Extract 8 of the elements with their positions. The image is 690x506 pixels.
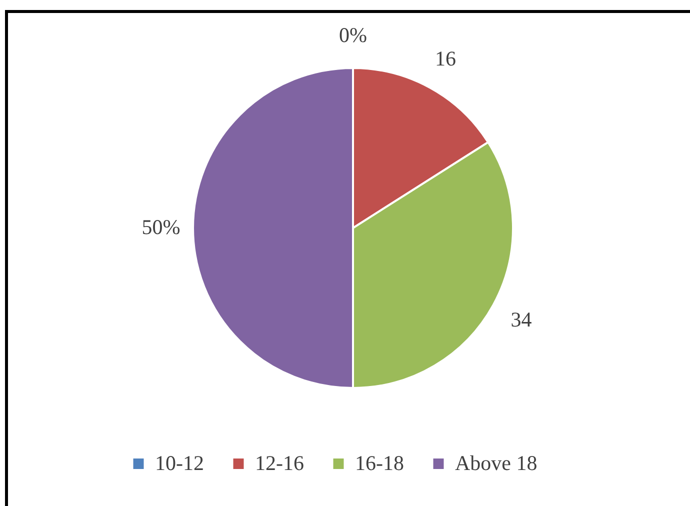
data-label: 34 xyxy=(510,307,532,332)
legend-label: 10-12 xyxy=(155,450,204,475)
text: 0% xyxy=(339,23,367,47)
legend-label: Above 18 xyxy=(455,450,538,475)
data-label: 16 xyxy=(434,46,456,71)
data-label: 50% xyxy=(142,215,180,239)
legend-label: 12-16 xyxy=(255,450,304,475)
legend-label: 16-18 xyxy=(355,450,404,475)
